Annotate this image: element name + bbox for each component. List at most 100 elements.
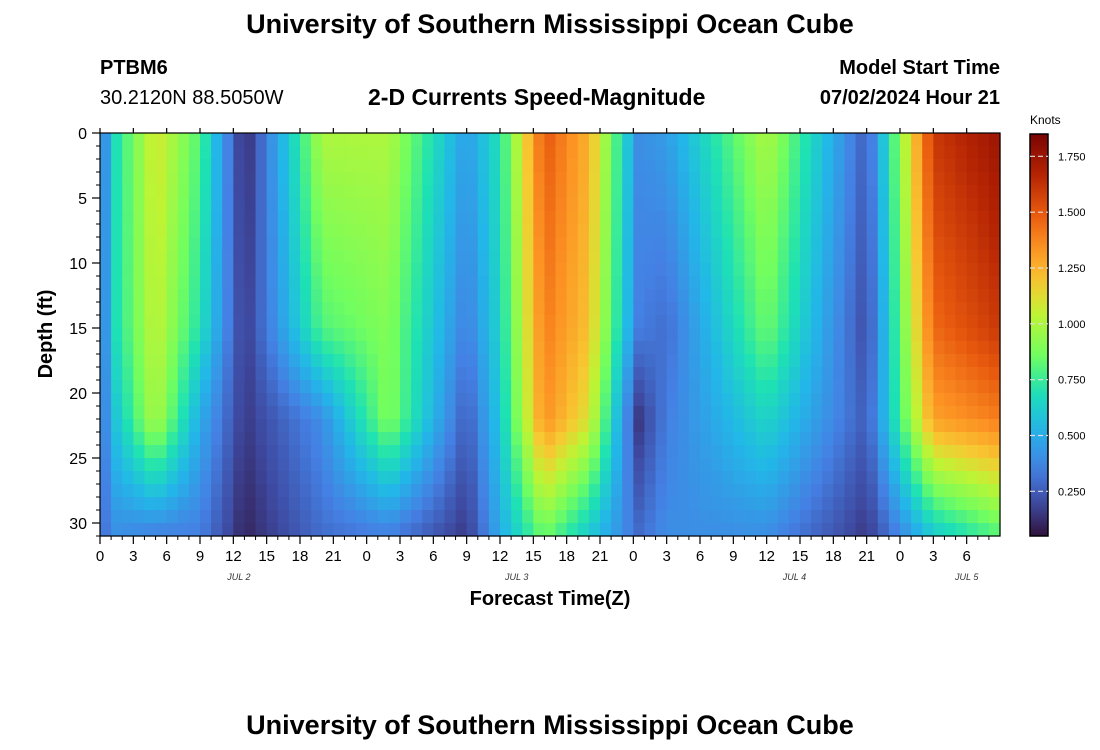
heatmap-cell: [400, 185, 412, 199]
heatmap-cell: [744, 523, 757, 537]
heatmap-cell: [911, 185, 923, 199]
heatmap-cell: [177, 497, 190, 511]
heatmap-cell: [733, 224, 746, 238]
heatmap-cell: [988, 497, 1001, 511]
heatmap-cell: [522, 224, 534, 238]
heatmap-cell: [244, 510, 257, 524]
heatmap-cell: [755, 458, 768, 472]
heatmap-cell: [711, 354, 723, 368]
heatmap-cell: [877, 419, 890, 433]
heatmap-cell: [611, 367, 623, 381]
heatmap-cell: [211, 484, 223, 498]
heatmap-cell: [411, 380, 423, 394]
heatmap-cell: [433, 341, 446, 355]
heatmap-cell: [855, 471, 868, 485]
heatmap-cell: [988, 471, 1001, 485]
heatmap-cell: [122, 471, 134, 485]
heatmap-cell: [755, 133, 768, 147]
heatmap-cell: [600, 263, 612, 277]
heatmap-cell: [400, 211, 412, 225]
heatmap-cell: [988, 237, 1001, 251]
heatmap-cell: [188, 432, 201, 446]
heatmap-cell: [644, 380, 657, 394]
heatmap-cell: [844, 367, 857, 381]
heatmap-cell: [788, 354, 801, 368]
station-id: PTBM6: [100, 57, 168, 79]
heatmap-cell: [211, 263, 223, 277]
heatmap-cell: [100, 263, 112, 277]
heatmap-cell: [944, 133, 957, 147]
heatmap-cell: [600, 419, 612, 433]
heatmap-cell: [477, 419, 490, 433]
heatmap-cell: [466, 484, 479, 498]
heatmap-cell: [744, 354, 757, 368]
heatmap-cell: [855, 419, 868, 433]
heatmap-cell: [755, 276, 768, 290]
heatmap-cell: [911, 315, 923, 329]
heatmap-cell: [544, 315, 557, 329]
heatmap-cell: [522, 237, 534, 251]
heatmap-cell: [233, 471, 246, 485]
heatmap-cell: [622, 510, 634, 524]
heatmap-cell: [622, 133, 634, 147]
heatmap-cell: [655, 146, 668, 160]
heatmap-cell: [344, 276, 357, 290]
heatmap-cell: [388, 315, 401, 329]
heatmap-cell: [655, 289, 668, 303]
heatmap-cell: [911, 133, 923, 147]
heatmap-cell: [822, 250, 834, 264]
heatmap-cell: [311, 146, 323, 160]
heatmap-cell: [133, 510, 146, 524]
heatmap-cell: [633, 406, 646, 420]
heatmap-cell: [344, 211, 357, 225]
heatmap-cell: [477, 406, 490, 420]
heatmap-cell: [544, 198, 557, 212]
heatmap-cell: [944, 497, 957, 511]
heatmap-cell: [988, 458, 1001, 472]
heatmap-cell: [300, 406, 312, 420]
heatmap-cell: [822, 198, 834, 212]
heatmap-cell: [433, 315, 446, 329]
heatmap-cell: [122, 445, 134, 459]
heatmap-cell: [666, 510, 679, 524]
heatmap-cell: [844, 315, 857, 329]
heatmap-cell: [666, 224, 679, 238]
heatmap-cell: [266, 367, 279, 381]
heatmap-cell: [300, 172, 312, 186]
heatmap-cell: [300, 419, 312, 433]
heatmap-cell: [544, 367, 557, 381]
heatmap-cell: [422, 250, 434, 264]
heatmap-cell: [144, 497, 157, 511]
heatmap-cell: [300, 133, 312, 147]
heatmap-cell: [488, 211, 501, 225]
heatmap-cell: [355, 393, 368, 407]
heatmap-cell: [333, 250, 346, 264]
heatmap-cell: [444, 497, 457, 511]
heatmap-cell: [888, 302, 901, 316]
heatmap-cell: [888, 367, 901, 381]
heatmap-cell: [377, 250, 390, 264]
heatmap-cell: [944, 276, 957, 290]
heatmap-cell: [466, 289, 479, 303]
x-tick-label: 3: [396, 548, 404, 565]
heatmap-cell: [888, 276, 901, 290]
heatmap-cell: [744, 341, 757, 355]
heatmap-cell: [877, 523, 890, 537]
heatmap-cell: [377, 146, 390, 160]
heatmap-cell: [111, 159, 123, 173]
heatmap-cell: [988, 367, 1001, 381]
heatmap-cell: [766, 354, 779, 368]
heatmap-cell: [455, 276, 468, 290]
heatmap-cell: [666, 250, 679, 264]
heatmap-cell: [522, 406, 534, 420]
heatmap-cell: [611, 302, 623, 316]
heatmap-cell: [522, 276, 534, 290]
heatmap-cell: [311, 302, 323, 316]
heatmap-cell: [622, 406, 634, 420]
heatmap-cell: [233, 289, 246, 303]
heatmap-cell: [411, 198, 423, 212]
heatmap-cell: [811, 341, 823, 355]
heatmap-cell: [944, 380, 957, 394]
heatmap-cell: [577, 445, 590, 459]
heatmap-cell: [311, 354, 323, 368]
